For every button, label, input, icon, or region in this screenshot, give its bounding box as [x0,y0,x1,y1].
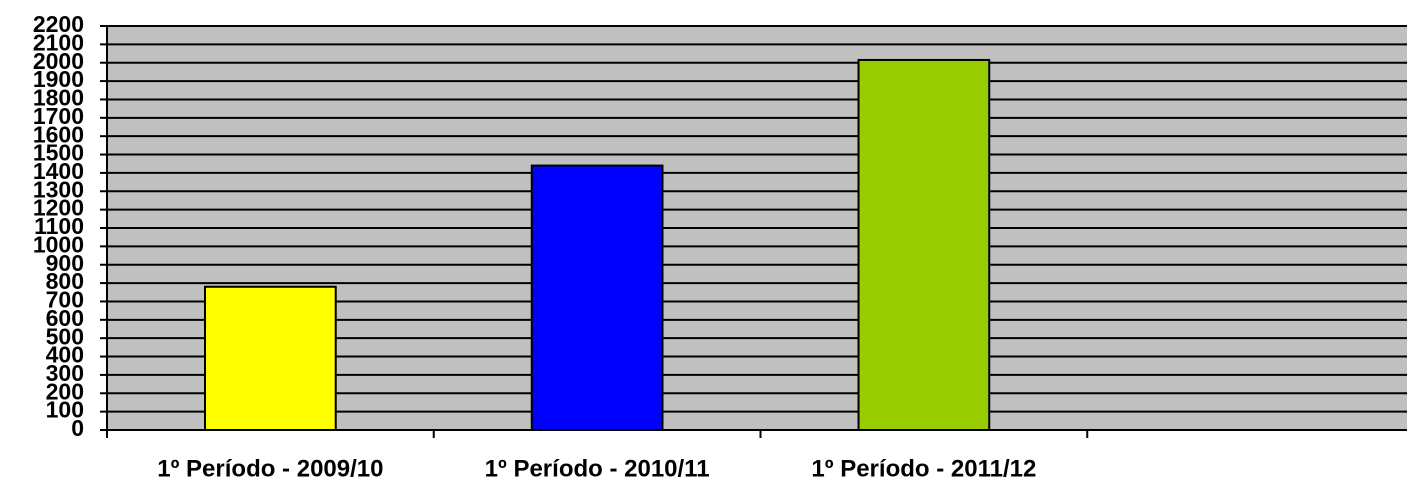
y-tick-label: 400 [46,342,84,368]
y-tick-label: 100 [46,397,84,423]
x-tick-label: 1º Período - 2011/12 [811,455,1036,482]
x-tick-label: 1º Período - 2010/11 [485,455,710,482]
y-tick-label: 300 [46,360,84,386]
bar [857,58,991,432]
y-tick-label: 1000 [33,231,84,257]
y-tick-label: 800 [46,268,84,294]
y-tick-label: 600 [46,305,84,331]
y-tick-label: 1600 [33,121,84,147]
y-tick-label: 1100 [34,213,84,239]
y-tick-label: 700 [46,287,84,313]
y-tick-label: 2200 [33,11,84,37]
x-tick-label: 1º Período - 2009/10 [157,455,383,482]
y-tick-label: 1800 [33,85,84,111]
y-tick-label: 1900 [33,66,84,92]
bar [530,164,664,431]
y-tick-label: 1300 [33,176,84,202]
y-tick-label: 200 [46,378,84,404]
y-tick-label: 900 [46,250,84,276]
y-tick-label: 0 [71,415,84,441]
y-tick-label: 1400 [33,158,84,184]
y-tick-label: 500 [46,323,84,349]
bar [204,285,337,431]
y-tick-label: 1500 [33,140,84,166]
y-tick-label: 2100 [33,29,84,55]
y-tick-label: 2000 [33,48,84,74]
y-tick-label: 1700 [33,103,84,129]
y-tick-label: 1200 [33,195,84,221]
